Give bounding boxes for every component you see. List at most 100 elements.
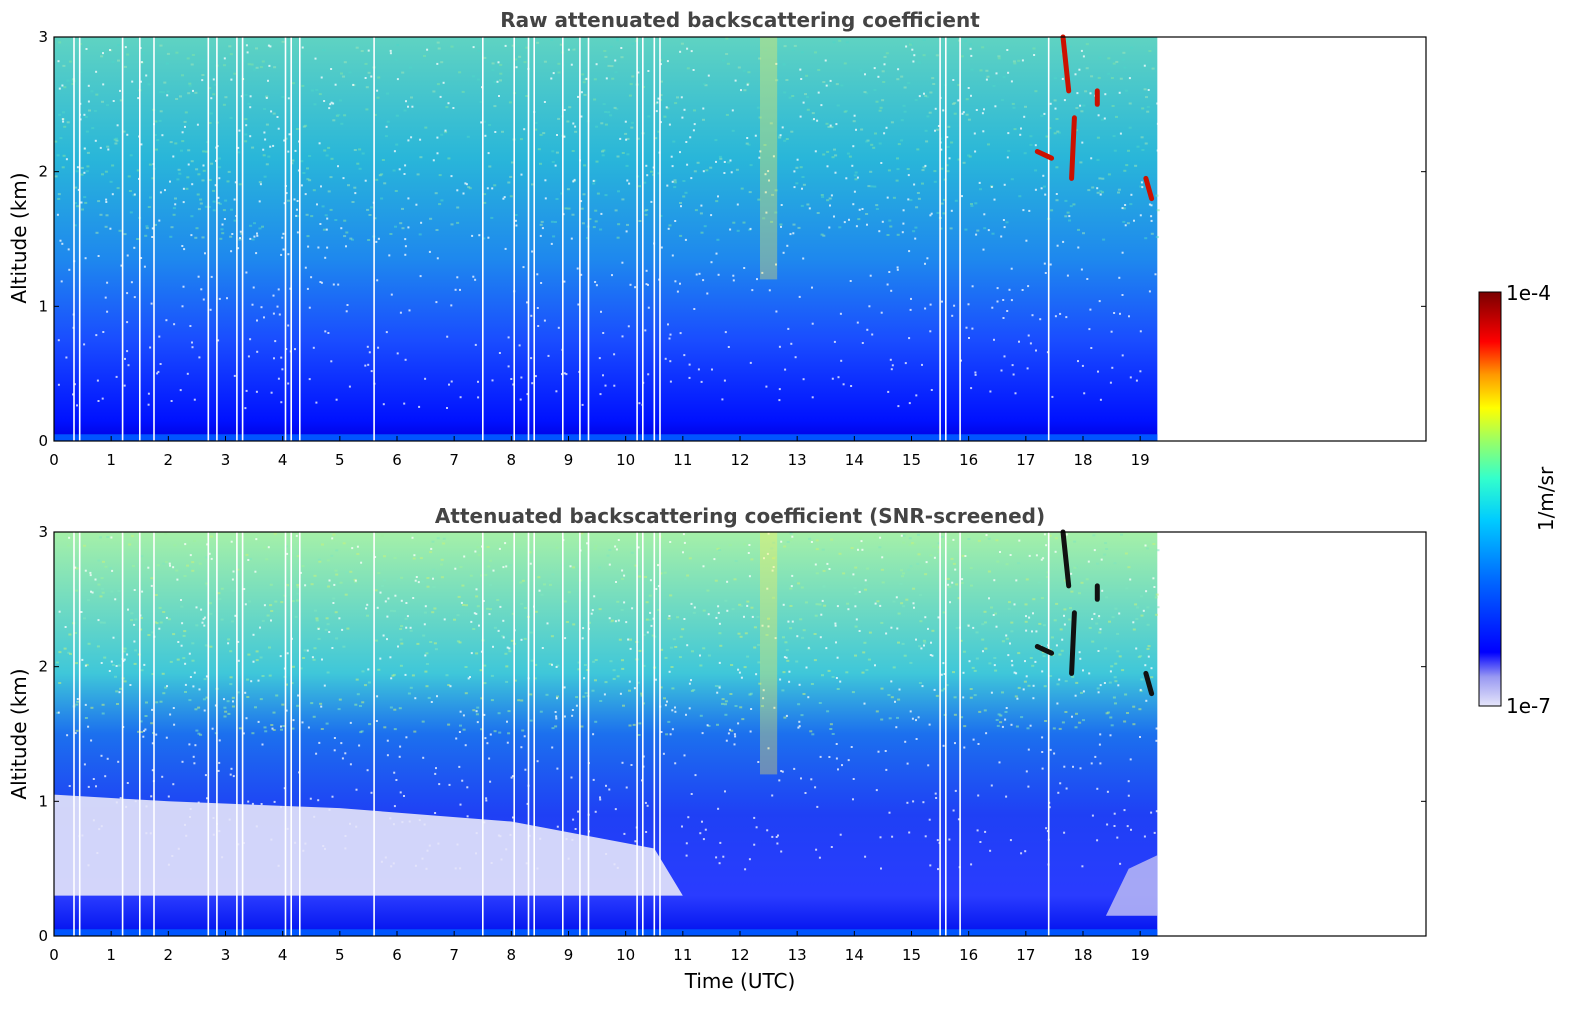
- noise-speckle: [437, 47, 441, 50]
- noise-speckle: [676, 96, 679, 99]
- low-signal-speckle: [1099, 684, 1102, 687]
- low-signal-speckle: [1124, 224, 1127, 227]
- low-signal-speckle: [92, 778, 95, 780]
- low-signal-speckle: [474, 343, 477, 346]
- low-signal-speckle: [794, 356, 797, 359]
- low-signal-speckle: [151, 227, 154, 230]
- low-signal-speckle: [999, 551, 1001, 553]
- noise-speckle: [672, 140, 676, 143]
- noise-speckle: [743, 543, 747, 546]
- noise-speckle: [750, 606, 754, 609]
- low-signal-speckle: [293, 198, 296, 201]
- low-signal-speckle: [891, 364, 894, 367]
- low-signal-speckle: [198, 356, 201, 359]
- low-signal-speckle: [565, 373, 568, 376]
- noise-speckle: [377, 668, 381, 671]
- low-signal-speckle: [436, 136, 439, 139]
- noise-speckle: [154, 223, 157, 226]
- low-signal-speckle: [189, 676, 192, 678]
- low-signal-speckle: [191, 346, 194, 349]
- noise-speckle: [343, 114, 347, 117]
- low-signal-speckle: [340, 742, 343, 745]
- low-signal-speckle: [257, 720, 260, 723]
- noise-speckle: [559, 43, 563, 46]
- noise-speckle: [486, 607, 490, 610]
- low-signal-speckle: [1025, 239, 1028, 242]
- noise-speckle: [383, 555, 386, 558]
- noise-speckle: [682, 195, 686, 198]
- noise-speckle: [275, 694, 279, 697]
- low-signal-speckle: [952, 809, 955, 812]
- low-signal-speckle: [1153, 831, 1156, 834]
- noise-speckle: [180, 149, 183, 152]
- x-tick-label: 3: [221, 451, 231, 469]
- low-signal-speckle: [413, 554, 416, 557]
- noise-speckle: [204, 644, 208, 647]
- low-signal-speckle: [1090, 347, 1093, 349]
- noise-speckle: [721, 59, 725, 62]
- noise-speckle: [799, 618, 803, 621]
- noise-speckle: [399, 664, 403, 667]
- noise-speckle: [853, 586, 857, 589]
- low-signal-speckle: [574, 125, 577, 128]
- noise-speckle: [620, 56, 624, 59]
- noise-speckle: [811, 112, 815, 115]
- noise-speckle: [942, 611, 946, 614]
- noise-speckle: [961, 554, 965, 557]
- low-signal-speckle: [1059, 782, 1062, 785]
- low-signal-speckle: [655, 588, 658, 590]
- noise-speckle: [801, 636, 805, 639]
- low-signal-speckle: [762, 689, 765, 692]
- low-signal-speckle: [874, 664, 876, 667]
- noise-speckle: [663, 697, 666, 700]
- noise-speckle: [220, 618, 224, 621]
- noise-speckle: [881, 70, 885, 73]
- noise-speckle: [957, 84, 961, 86]
- noise-speckle: [347, 184, 350, 187]
- low-signal-speckle: [295, 534, 298, 537]
- noise-speckle: [274, 600, 278, 603]
- noise-speckle: [482, 237, 486, 240]
- noise-speckle: [395, 143, 399, 146]
- noise-speckle: [615, 108, 619, 110]
- noise-speckle: [570, 47, 574, 50]
- noise-speckle: [281, 40, 285, 43]
- noise-speckle: [606, 554, 610, 557]
- noise-speckle: [202, 698, 206, 701]
- low-signal-speckle: [483, 713, 486, 716]
- low-signal-speckle: [908, 402, 911, 405]
- noise-speckle: [410, 96, 413, 99]
- noise-speckle: [63, 647, 67, 650]
- low-signal-speckle: [508, 647, 511, 650]
- noise-speckle: [924, 94, 928, 97]
- low-signal-speckle: [570, 63, 573, 66]
- noise-speckle: [440, 558, 444, 561]
- noise-speckle: [349, 570, 353, 573]
- low-signal-speckle: [656, 101, 659, 104]
- low-signal-speckle: [685, 141, 688, 143]
- noise-speckle: [76, 700, 80, 703]
- low-signal-speckle: [364, 364, 367, 367]
- noise-speckle: [671, 687, 675, 690]
- noise-speckle: [354, 580, 358, 583]
- noise-speckle: [425, 663, 429, 665]
- noise-speckle: [421, 580, 425, 583]
- low-signal-speckle: [729, 728, 731, 731]
- noise-speckle: [246, 678, 250, 681]
- noise-speckle: [969, 688, 973, 690]
- noise-speckle: [440, 563, 444, 566]
- noise-speckle: [593, 98, 597, 101]
- low-signal-speckle: [230, 78, 233, 81]
- low-signal-speckle: [1014, 392, 1017, 395]
- low-signal-speckle: [507, 365, 510, 368]
- low-signal-speckle: [318, 741, 321, 744]
- low-signal-speckle: [341, 628, 344, 631]
- noise-speckle: [483, 682, 487, 685]
- noise-speckle: [896, 716, 899, 719]
- low-signal-speckle: [613, 384, 616, 387]
- noise-speckle: [1087, 189, 1091, 192]
- low-signal-speckle: [1029, 342, 1032, 345]
- noise-speckle: [693, 170, 697, 173]
- noise-speckle: [476, 706, 480, 709]
- low-signal-speckle: [260, 306, 263, 309]
